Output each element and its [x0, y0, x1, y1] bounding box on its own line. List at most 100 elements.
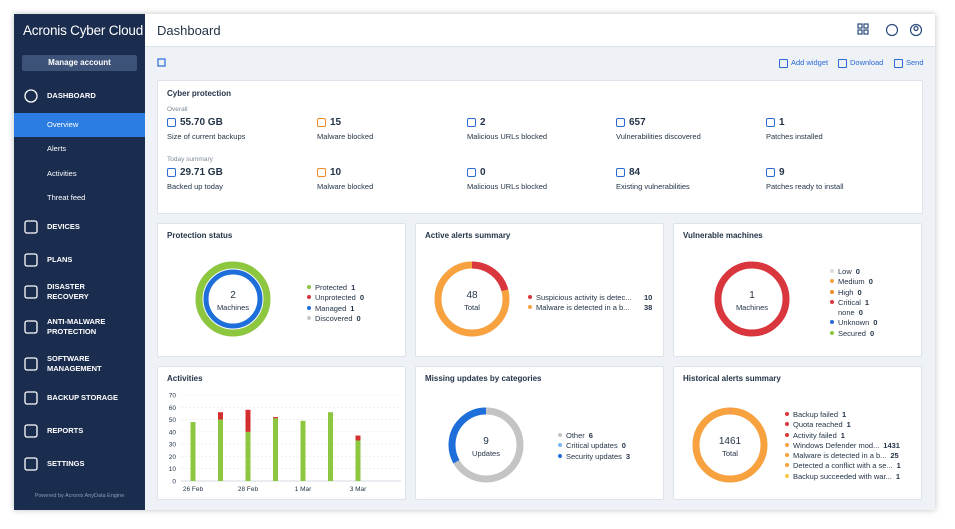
bar: [273, 417, 278, 419]
donut-segment: [448, 407, 524, 483]
nav-icon-shape: [24, 285, 38, 299]
donut-segment: [195, 261, 271, 337]
legend-value: 0: [868, 277, 873, 287]
widget-title: Protection status: [167, 231, 233, 240]
legend-value: 1: [351, 283, 356, 292]
legend-dot: [528, 305, 532, 310]
nav-icon-shape: [24, 357, 38, 371]
legend-value: 38: [644, 303, 653, 313]
nav-icon: [24, 457, 38, 471]
metric-icon: [167, 168, 176, 177]
legend-dot: [558, 453, 562, 458]
legend-name: Medium: [838, 277, 865, 287]
donut-center-label: Total: [464, 303, 480, 312]
y-tick-label: 30: [169, 442, 177, 449]
nav-icon: [24, 253, 38, 267]
nav-subitem[interactable]: Threat feed: [47, 193, 86, 202]
legend-name: Unprotected: [315, 293, 356, 303]
legend-item: Malware is detected in a b... 38: [528, 303, 652, 313]
nav-subitem[interactable]: Activities: [47, 169, 77, 178]
x-tick-label: 26 Feb: [183, 486, 204, 493]
legend-dot: [307, 305, 311, 310]
toolbar-action[interactable]: Add widget: [791, 58, 829, 67]
nav-item[interactable]: SETTINGS: [47, 459, 85, 468]
y-tick-label: 50: [169, 417, 177, 424]
toolbar-action[interactable]: Download: [850, 58, 884, 67]
toolbar-icon: [838, 59, 847, 68]
nav-subitem[interactable]: Overview: [47, 120, 79, 129]
nav-icon: [24, 357, 38, 371]
bar: [245, 431, 251, 481]
metric-value: 10: [330, 167, 342, 178]
donut-center-label: Machines: [736, 303, 768, 312]
legend-dot: [558, 443, 562, 448]
legend-value: 0: [858, 308, 863, 318]
metric-icon: [317, 168, 326, 177]
x-tick-label: 3 Mar: [350, 486, 367, 493]
metric-icon: [317, 118, 326, 127]
metric-value: 2: [480, 117, 486, 128]
nav-subitem[interactable]: Alerts: [47, 144, 67, 153]
metric-label: Malicious URLs blocked: [467, 132, 548, 141]
bar: [328, 412, 333, 481]
legend-dot: [785, 442, 789, 447]
donut-center-label: Total: [722, 449, 738, 458]
metric-label: Patches installed: [766, 132, 823, 141]
toolbar-icon: [779, 59, 788, 68]
bar: [218, 412, 223, 420]
nav-item[interactable]: REPORTS: [47, 426, 84, 435]
bar: [218, 419, 223, 481]
legend-value: 0: [356, 313, 361, 323]
nav-item[interactable]: DEVICES: [47, 222, 80, 231]
legend-name: High: [838, 287, 854, 297]
legend-value: 1: [842, 410, 847, 419]
section-label: Overall: [167, 106, 188, 113]
legend-name: Quota reached: [793, 420, 843, 430]
legend-dot: [830, 320, 834, 325]
x-tick-label: 28 Feb: [238, 486, 259, 493]
nav-item[interactable]: BACKUP STORAGE: [47, 393, 118, 402]
metric-icon: [766, 118, 775, 127]
y-tick-label: 0: [172, 479, 176, 486]
section-label: Today summary: [167, 156, 213, 163]
nav-item[interactable]: PLANS: [47, 255, 73, 264]
nav-item[interactable]: ANTI-MALWARE PROTECTION: [47, 317, 106, 336]
donut-segment: [434, 261, 510, 337]
header-icons[interactable]: [857, 23, 937, 37]
brand: Acronis Cyber Cloud: [23, 23, 144, 38]
donut-center-value: 1461: [719, 436, 742, 447]
legend-value: 0: [855, 267, 860, 276]
donut-center-value: 2: [230, 290, 236, 301]
widget-card: Historical alerts summary 1461 Total Backup…: [673, 366, 922, 500]
donut-center-value: 1: [749, 290, 755, 301]
widget-card: Active alerts summary 48 Total Suspicious a…: [415, 223, 664, 357]
legend-value: 1: [895, 471, 900, 481]
toolbar-action[interactable]: Send: [906, 58, 924, 67]
metric-label: Backed up today: [167, 182, 223, 191]
legend-item: Unprotected 0: [307, 293, 364, 303]
legend-name: Malware is detected in a b...: [536, 303, 630, 313]
donut-segment: [714, 261, 790, 337]
legend-dot: [830, 310, 834, 314]
header: Dashboard: [145, 14, 935, 47]
legend-dot: [307, 295, 311, 300]
manage-account-button[interactable]: Manage account: [22, 55, 137, 71]
toolbar-icon: [894, 59, 903, 68]
legend-item: Backup succeeded with war... 1: [785, 472, 901, 482]
nav-item[interactable]: DASHBOARD: [47, 91, 96, 100]
nav-item[interactable]: DISASTER RECOVERY: [47, 282, 89, 301]
nav-item[interactable]: SOFTWARE MANAGEMENT: [47, 354, 102, 373]
widget-title: Vulnerable machines: [683, 231, 763, 240]
legend-value: 0: [869, 328, 875, 338]
layout-icon[interactable]: [157, 58, 167, 68]
metric-value: 84: [629, 167, 641, 178]
widget-title: Active alerts summary: [425, 231, 511, 240]
nav-icon: [24, 320, 38, 334]
widget-title: Missing updates by categories: [425, 374, 542, 383]
metric-label: Existing vulnerabilities: [616, 182, 690, 191]
legend-item: Other 6: [558, 431, 630, 441]
donut: 1461 Total: [692, 407, 768, 483]
y-tick-label: 20: [169, 454, 177, 461]
legend-item: Detected a conflict with a se... 1: [785, 461, 901, 471]
nav-icon: [24, 424, 38, 438]
